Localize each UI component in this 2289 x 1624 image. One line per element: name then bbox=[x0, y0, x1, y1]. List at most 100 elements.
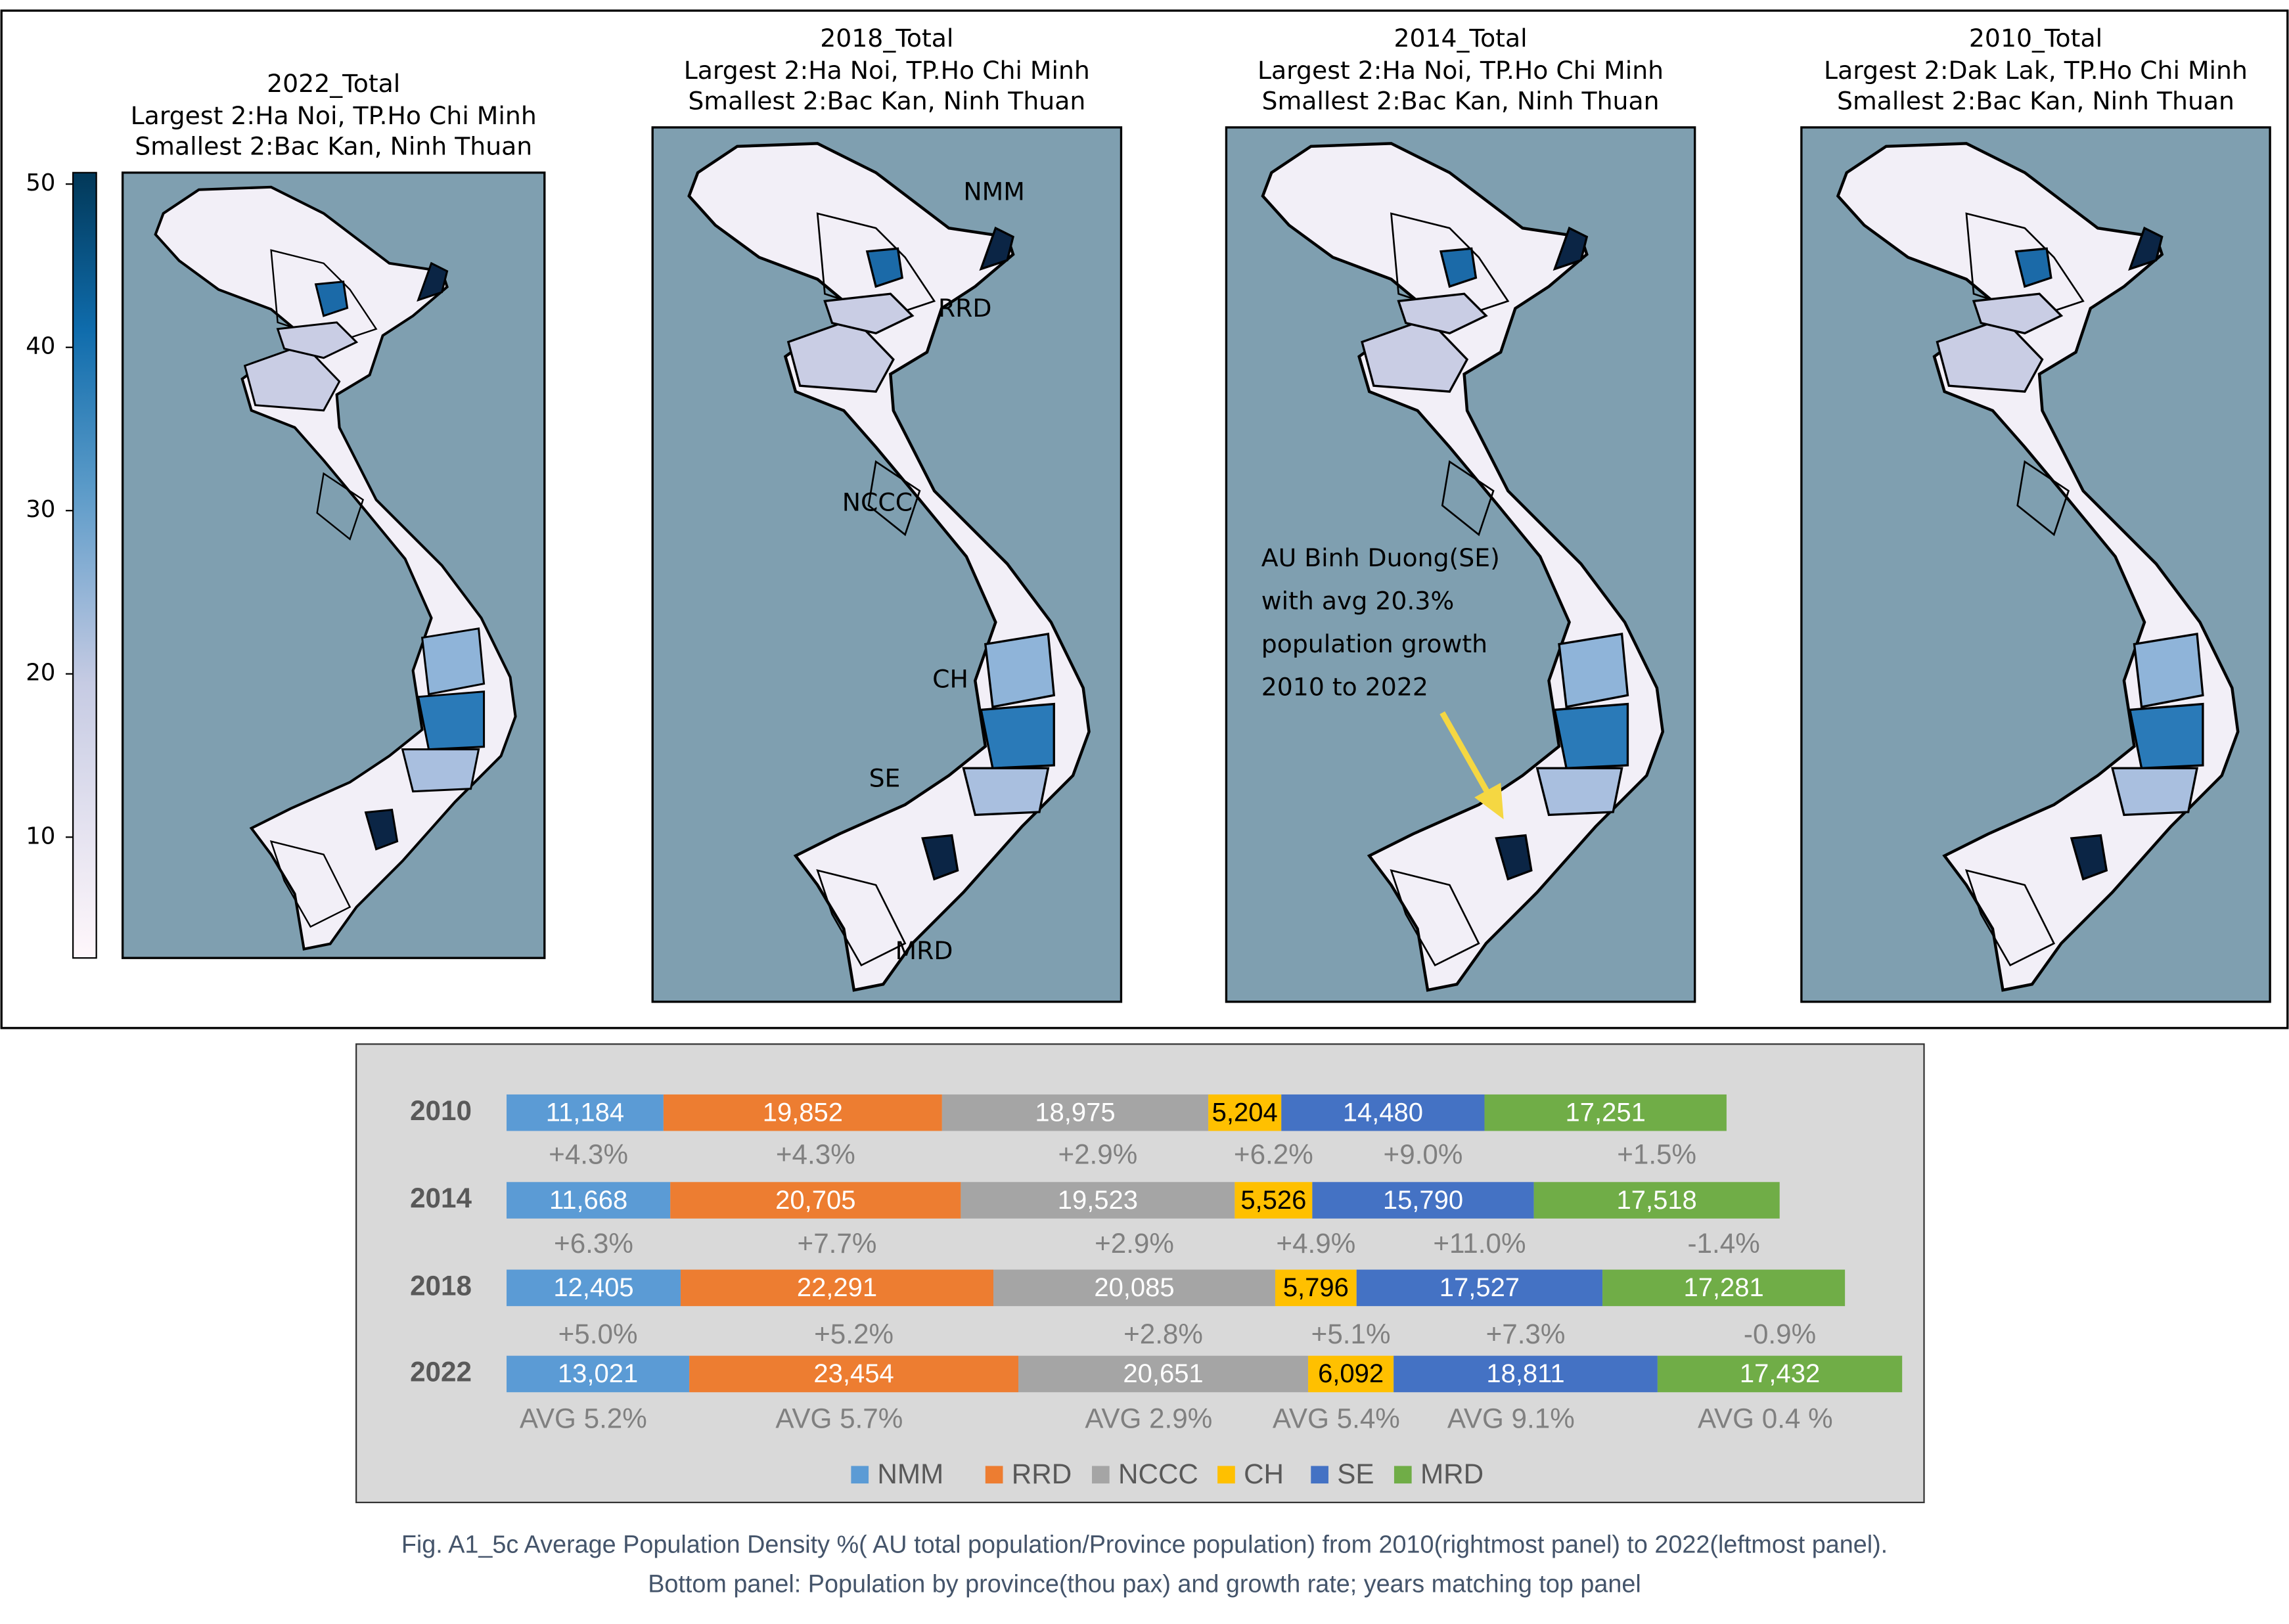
bar-segment bbox=[670, 1182, 961, 1219]
value-label: 5,526 bbox=[1240, 1186, 1306, 1215]
growth-label: +5.0% bbox=[558, 1319, 638, 1349]
year-label: 2010 bbox=[410, 1095, 472, 1126]
growth-label: +5.1% bbox=[1311, 1319, 1391, 1349]
annotation-arrowhead bbox=[1474, 782, 1504, 820]
growth-label: +11.0% bbox=[1433, 1228, 1526, 1259]
bar-segment bbox=[941, 1094, 1209, 1131]
bar-segment bbox=[1018, 1355, 1309, 1393]
value-label: 23,454 bbox=[813, 1359, 894, 1388]
value-label: 11,668 bbox=[549, 1186, 627, 1215]
value-label: 17,281 bbox=[1683, 1273, 1763, 1302]
colorbar-tick-label: 40 bbox=[26, 333, 55, 360]
caption: Fig. A1_5c Average Population Density %(… bbox=[401, 1531, 1888, 1559]
bar-segment bbox=[1657, 1355, 1903, 1393]
growth-label: +4.3% bbox=[549, 1139, 628, 1170]
map-subtitle: Smallest 2:Bac Kan, Ninh Thuan bbox=[1262, 87, 1660, 116]
value-label: 13,021 bbox=[558, 1359, 638, 1388]
region-label: NCCC bbox=[842, 488, 913, 517]
value-label: 17,432 bbox=[1740, 1359, 1820, 1388]
region-label: CH bbox=[932, 665, 968, 694]
map-subtitle: Largest 2:Ha Noi, TP.Ho Chi Minh bbox=[1258, 56, 1664, 85]
value-label: 20,651 bbox=[1123, 1359, 1203, 1388]
growth-label: +5.2% bbox=[814, 1319, 894, 1349]
bar-segment bbox=[1281, 1094, 1485, 1131]
colorbar-ticks: 10 20 30 40 50 bbox=[26, 169, 74, 849]
map-subtitle: Smallest 2:Bac Kan, Ninh Thuan bbox=[135, 132, 532, 161]
legend-swatch bbox=[1217, 1466, 1235, 1484]
bar-segment bbox=[507, 1182, 671, 1219]
avg-label: AVG 5.2% bbox=[520, 1403, 647, 1434]
value-label: 20,705 bbox=[775, 1186, 855, 1215]
bar-segment bbox=[1208, 1094, 1282, 1131]
value-label: 19,852 bbox=[763, 1098, 843, 1127]
growth-label: +7.7% bbox=[798, 1228, 877, 1259]
value-label: 22,291 bbox=[797, 1273, 877, 1302]
value-label: 18,975 bbox=[1035, 1098, 1115, 1127]
growth-label: +4.3% bbox=[776, 1139, 855, 1170]
bar-segment bbox=[1394, 1355, 1658, 1393]
map-title: 2010_Total bbox=[1969, 24, 2102, 53]
value-label: 17,518 bbox=[1617, 1186, 1697, 1215]
bar-segment bbox=[1602, 1269, 1846, 1307]
avg-label: AVG 5.4% bbox=[1273, 1403, 1400, 1434]
growth-label: +6.2% bbox=[1234, 1139, 1313, 1170]
colorbar-tick-label: 50 bbox=[26, 169, 55, 196]
region-label: MRD bbox=[895, 936, 953, 965]
map-subtitle: Smallest 2:Bac Kan, Ninh Thuan bbox=[688, 87, 1085, 116]
legend-swatch bbox=[851, 1466, 869, 1484]
bar-segment bbox=[1356, 1269, 1603, 1307]
value-label: 18,811 bbox=[1486, 1359, 1564, 1388]
annotation: population growth bbox=[1261, 629, 1487, 658]
bar-segment bbox=[961, 1182, 1235, 1219]
legend-label: NMM bbox=[877, 1458, 943, 1489]
growth-label: +1.5% bbox=[1617, 1139, 1696, 1170]
growth-label: -0.9% bbox=[1744, 1319, 1816, 1349]
avg-label: AVG 9.1% bbox=[1447, 1403, 1575, 1434]
growth-label: +9.0% bbox=[1384, 1139, 1463, 1170]
value-label: 5,204 bbox=[1212, 1098, 1278, 1127]
bar-segment bbox=[1312, 1182, 1534, 1219]
legend-label: SE bbox=[1337, 1458, 1374, 1489]
region-label: RRD bbox=[938, 294, 992, 323]
bar-segment bbox=[507, 1269, 681, 1307]
annotation: 2010 to 2022 bbox=[1261, 673, 1428, 702]
colorbar-tick-label: 10 bbox=[26, 823, 55, 849]
bar-segment bbox=[1484, 1094, 1727, 1131]
legend-swatch bbox=[985, 1466, 1003, 1484]
annotation: AU Binh Duong(SE) bbox=[1261, 543, 1500, 572]
value-label: 12,405 bbox=[553, 1273, 633, 1302]
legend-swatch bbox=[1092, 1466, 1110, 1484]
bar-segment bbox=[1308, 1355, 1394, 1393]
bar-segment bbox=[680, 1269, 994, 1307]
value-label: 17,527 bbox=[1439, 1273, 1520, 1302]
region-label: SE bbox=[869, 764, 901, 793]
map-title: 2022_Total bbox=[267, 69, 400, 98]
value-label: 15,790 bbox=[1383, 1186, 1463, 1215]
value-label: 19,523 bbox=[1058, 1186, 1138, 1215]
value-label: 11,184 bbox=[546, 1098, 624, 1127]
avg-label: AVG 2.9% bbox=[1085, 1403, 1212, 1434]
region-label: NMM bbox=[963, 177, 1024, 206]
growth-label: +6.3% bbox=[554, 1228, 633, 1259]
bar-chart: 2010 11,184 19,852 18,975 5,204 14,480 17,251 2… bbox=[355, 1043, 1925, 1504]
colorbar bbox=[72, 171, 97, 959]
map-subtitle: Largest 2:Ha Noi, TP.Ho Chi Minh bbox=[131, 101, 537, 130]
avg-label: AVG 5.7% bbox=[775, 1403, 903, 1434]
bar-segment bbox=[507, 1094, 664, 1131]
map-title: 2018_Total bbox=[820, 24, 953, 53]
year-label: 2018 bbox=[410, 1271, 472, 1301]
avg-label: AVG 0.4 % bbox=[1698, 1403, 1833, 1434]
value-label: 14,480 bbox=[1343, 1098, 1423, 1127]
growth-label: +2.9% bbox=[1058, 1139, 1137, 1170]
value-label: 5,796 bbox=[1283, 1273, 1349, 1302]
map-subtitle: Largest 2:Ha Noi, TP.Ho Chi Minh bbox=[684, 56, 1090, 85]
colorbar-tick-label: 20 bbox=[26, 660, 55, 687]
legend-swatch bbox=[1394, 1466, 1412, 1484]
bar-segment bbox=[1235, 1182, 1313, 1219]
bar-segment bbox=[993, 1269, 1275, 1307]
legend-label: CH bbox=[1244, 1458, 1284, 1489]
annotation-arrow bbox=[1439, 711, 1495, 802]
value-label: 20,085 bbox=[1094, 1273, 1174, 1302]
bar-segment bbox=[1275, 1269, 1357, 1307]
